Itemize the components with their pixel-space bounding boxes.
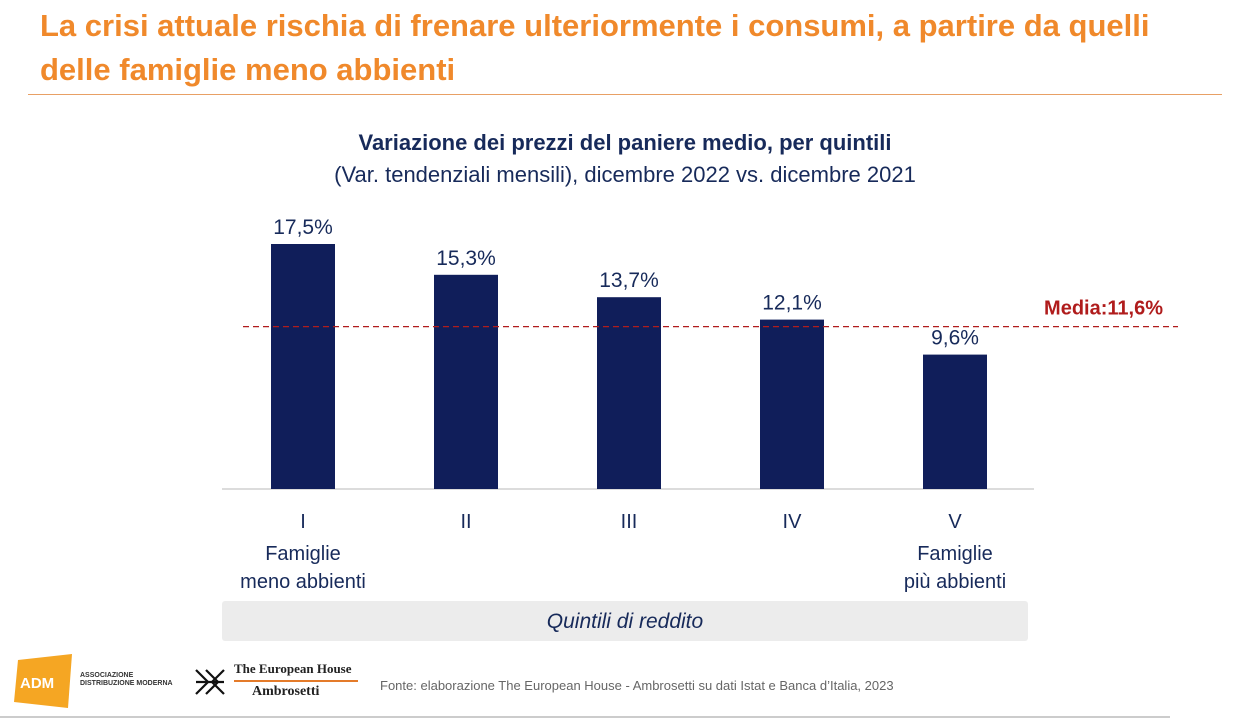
teh-name-top: The European House [234, 661, 352, 676]
data-label-1: 17,5% [273, 216, 333, 239]
tick-label-3: III [621, 511, 638, 533]
tick-label-2: II [460, 511, 471, 533]
teh-name-bottom: Ambrosetti [252, 684, 320, 699]
chart-subtitle: (Var. tendenziali mensili), dicembre 202… [334, 162, 916, 187]
x-axis-label-box: Quintili di reddito [222, 601, 1028, 641]
tick-label-1: I [300, 511, 306, 533]
data-label-5: 9,6% [931, 327, 979, 350]
data-label-2: 15,3% [436, 247, 496, 270]
tick-sublabel-1-1: Famiglie [265, 543, 341, 565]
tick-sublabel-5-2: più abbienti [904, 571, 1006, 593]
data-label-4: 12,1% [762, 292, 822, 315]
average-label: Media:11,6% [1044, 298, 1163, 320]
data-label-3: 13,7% [599, 269, 659, 292]
bar-1 [271, 244, 335, 489]
bar-5 [923, 354, 987, 489]
teh-logo-icon [195, 669, 225, 695]
bar-4 [760, 319, 824, 489]
adm-logo-text: ADM [20, 675, 54, 692]
adm-logo: ADM [14, 654, 72, 708]
teh-divider [234, 680, 358, 682]
tick-label-5: V [948, 511, 962, 533]
title-divider [28, 94, 1222, 95]
tick-sublabel-5-1: Famiglie [917, 543, 993, 565]
bar-2 [434, 274, 498, 489]
source-note: Fonte: elaborazione The European House -… [380, 678, 894, 693]
adm-name: ASSOCIAZIONE DISTRIBUZIONE MODERNA [80, 672, 173, 687]
footer-divider [0, 716, 1170, 718]
bar-3 [597, 297, 661, 489]
tick-label-4: IV [783, 511, 803, 533]
page-title: La crisi attuale rischia di frenare ulte… [40, 8, 1150, 87]
x-axis-label: Quintili di reddito [546, 610, 704, 633]
chart-title: Variazione dei prezzi del paniere medio,… [358, 130, 892, 155]
tick-sublabel-1-2: meno abbienti [240, 571, 366, 593]
